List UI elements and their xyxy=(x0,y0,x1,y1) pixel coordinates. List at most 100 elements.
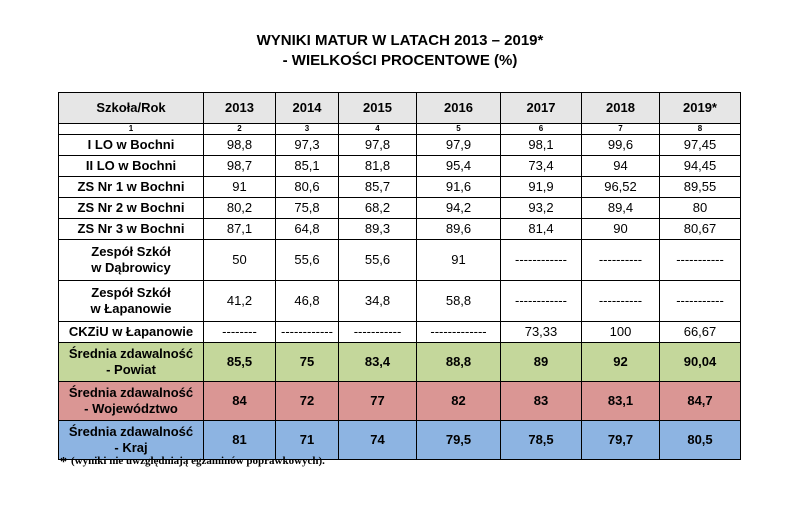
table-row: ZS Nr 1 w Bochni 91 80,6 85,7 91,6 91,9 … xyxy=(58,176,741,198)
row-label: ZS Nr 2 w Bochni xyxy=(58,197,204,219)
table-cell: 79,5 xyxy=(416,420,501,460)
table-cell: 91,9 xyxy=(500,176,582,198)
row-label-line: - Powiat xyxy=(106,362,156,377)
table-cell: 91 xyxy=(203,176,276,198)
index-row: 1 2 3 4 5 6 7 8 xyxy=(58,123,741,135)
index-cell: 8 xyxy=(659,123,741,135)
table-cell: 72 xyxy=(275,381,339,421)
table-cell: 90 xyxy=(581,218,660,240)
row-label: ZS Nr 1 w Bochni xyxy=(58,176,204,198)
footnote-star: * xyxy=(60,455,67,470)
table-cell: ----------- xyxy=(659,239,741,281)
page-subtitle: - WIELKOŚCI PROCENTOWE (%) xyxy=(282,52,518,69)
table-cell: 81 xyxy=(203,420,276,460)
table-cell: 83 xyxy=(500,381,582,421)
table-cell: ----------- xyxy=(338,321,417,343)
table-cell: 46,8 xyxy=(275,280,339,322)
header-cell: 2016 xyxy=(416,92,501,124)
header-cell: 2013 xyxy=(203,92,276,124)
row-label: Średnia zdawalność - Kraj xyxy=(58,420,204,460)
table-cell: 97,45 xyxy=(659,134,741,156)
table-cell: 85,1 xyxy=(275,155,339,177)
average-row-kraj: Średnia zdawalność - Kraj 81 71 74 79,5 … xyxy=(58,420,741,460)
table-cell: ------------ xyxy=(275,321,339,343)
average-row-wojewodztwo: Średnia zdawalność - Województwo 84 72 7… xyxy=(58,381,741,421)
index-cell: 3 xyxy=(275,123,339,135)
row-label-line: w Łapanowie xyxy=(90,301,172,316)
row-label-line: Średnia zdawalność xyxy=(68,346,194,361)
table-cell: 55,6 xyxy=(275,239,339,281)
table-row: II LO w Bochni 98,7 85,1 81,8 95,4 73,4 … xyxy=(58,155,741,177)
header-row: Szkoła/Rok 2013 2014 2015 2016 2017 2018… xyxy=(58,92,741,124)
table-cell: ------------- xyxy=(416,321,501,343)
row-label: CKZiU w Łapanowie xyxy=(58,321,204,343)
table-cell: 92 xyxy=(581,342,660,382)
table-cell: 81,4 xyxy=(500,218,582,240)
table-cell: 80,5 xyxy=(659,420,741,460)
table-cell: 73,33 xyxy=(500,321,582,343)
table-cell: 87,1 xyxy=(203,218,276,240)
table-cell: 83,1 xyxy=(581,381,660,421)
table-row: CKZiU w Łapanowie -------- ------------ … xyxy=(58,321,741,343)
table-cell: ----------- xyxy=(659,280,741,322)
table-cell: 91,6 xyxy=(416,176,501,198)
table-cell: 100 xyxy=(581,321,660,343)
table-cell: 80,6 xyxy=(275,176,339,198)
table-row: ZS Nr 3 w Bochni 87,1 64,8 89,3 89,6 81,… xyxy=(58,218,741,240)
table-cell: ---------- xyxy=(581,280,660,322)
table-cell: ------------ xyxy=(500,280,582,322)
table-cell: 81,8 xyxy=(338,155,417,177)
row-label: ZS Nr 3 w Bochni xyxy=(58,218,204,240)
row-label-line: Zespół Szkół xyxy=(91,285,171,300)
header-cell: 2017 xyxy=(500,92,582,124)
index-cell: 6 xyxy=(500,123,582,135)
table-cell: 41,2 xyxy=(203,280,276,322)
table-cell: 83,4 xyxy=(338,342,417,382)
row-label-line: Średnia zdawalność xyxy=(68,424,194,439)
footnote: * (wyniki nie uwzględniają egzaminów popr… xyxy=(60,455,325,471)
row-label: Średnia zdawalność - Województwo xyxy=(58,381,204,421)
table-cell: 94,2 xyxy=(416,197,501,219)
table-cell: 90,04 xyxy=(659,342,741,382)
index-cell: 1 xyxy=(58,123,204,135)
row-label: Średnia zdawalność - Powiat xyxy=(58,342,204,382)
table-cell: 98,8 xyxy=(203,134,276,156)
table-cell: 80,2 xyxy=(203,197,276,219)
row-label: I LO w Bochni xyxy=(58,134,204,156)
row-label-line: Średnia zdawalność xyxy=(68,385,194,400)
row-label-line: - Kraj xyxy=(114,440,148,455)
index-cell: 4 xyxy=(338,123,417,135)
table-cell: 66,67 xyxy=(659,321,741,343)
table-cell: 97,3 xyxy=(275,134,339,156)
table-cell: 89,3 xyxy=(338,218,417,240)
row-label-line: Zespół Szkół xyxy=(91,244,171,259)
table-row: Zespół Szkół w Łapanowie 41,2 46,8 34,8 … xyxy=(58,280,741,322)
table-cell: 98,7 xyxy=(203,155,276,177)
table-cell: ------------ xyxy=(500,239,582,281)
index-cell: 2 xyxy=(203,123,276,135)
table-cell: 98,1 xyxy=(500,134,582,156)
table-cell: 89,55 xyxy=(659,176,741,198)
table-cell: -------- xyxy=(203,321,276,343)
table-cell: 68,2 xyxy=(338,197,417,219)
table-cell: 94 xyxy=(581,155,660,177)
table-cell: 78,5 xyxy=(500,420,582,460)
header-cell: 2014 xyxy=(275,92,339,124)
table-cell: 74 xyxy=(338,420,417,460)
table-cell: 77 xyxy=(338,381,417,421)
average-row-powiat: Średnia zdawalność - Powiat 85,5 75 83,4… xyxy=(58,342,741,382)
table-cell: 71 xyxy=(275,420,339,460)
index-cell: 5 xyxy=(416,123,501,135)
table-cell: 85,7 xyxy=(338,176,417,198)
table-row: Zespół Szkół w Dąbrowicy 50 55,6 55,6 91… xyxy=(58,239,741,281)
page-title: WYNIKI MATUR W LATACH 2013 – 2019* xyxy=(256,32,544,49)
row-label-line: w Dąbrowicy xyxy=(91,260,171,275)
row-label: Zespół Szkół w Łapanowie xyxy=(58,280,204,322)
table-cell: 84 xyxy=(203,381,276,421)
table-cell: 97,8 xyxy=(338,134,417,156)
header-cell: 2018 xyxy=(581,92,660,124)
header-cell: 2019* xyxy=(659,92,741,124)
table-cell: 75,8 xyxy=(275,197,339,219)
row-label: II LO w Bochni xyxy=(58,155,204,177)
table-cell: 91 xyxy=(416,239,501,281)
